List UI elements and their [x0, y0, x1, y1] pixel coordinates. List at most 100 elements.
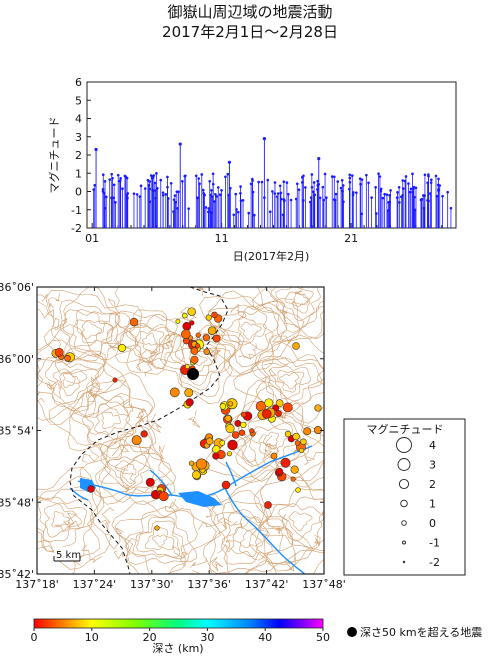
magnitude-point	[151, 176, 154, 180]
magnitude-point	[209, 193, 212, 197]
y-tick-label: 0	[75, 186, 82, 199]
magnitude-point	[210, 188, 213, 192]
contour-line	[291, 291, 310, 307]
contour-line	[103, 311, 117, 335]
contour-line	[37, 293, 49, 314]
magnitude-point	[216, 186, 220, 189]
magnitude-point	[194, 174, 198, 178]
colorbar-tick-label: 50	[316, 631, 330, 644]
earthquake-marker	[203, 348, 210, 355]
magnitude-point	[388, 200, 391, 204]
magnitude-point	[207, 207, 210, 210]
magnitude-point	[257, 180, 260, 184]
magnitude-point	[340, 178, 344, 182]
earthquake-marker	[118, 344, 126, 352]
earthquake-markers	[51, 307, 323, 531]
magnitude-point	[110, 196, 113, 200]
contour-line	[262, 444, 280, 465]
magnitude-point	[332, 198, 336, 201]
earthquake-marker	[314, 404, 322, 412]
earthquake-marker	[292, 342, 300, 350]
contour-line	[148, 324, 245, 405]
contour-line	[52, 317, 68, 331]
y-tick-label: 1	[75, 167, 82, 180]
contour-line	[45, 290, 143, 375]
contour-line	[233, 334, 324, 424]
contour-line	[262, 368, 283, 383]
contour-line	[284, 289, 314, 314]
magnitude-point	[378, 175, 382, 178]
contour-line	[59, 371, 76, 399]
magnitude-stems	[92, 136, 453, 228]
magnitude-point	[395, 196, 399, 199]
epicenter-map: 36˚06' 36˚00' 35˚54' 35˚48' 35˚42'137˚18' 137…	[0, 281, 346, 591]
contour-line	[104, 527, 124, 550]
magnitude-point	[377, 172, 380, 176]
plot-frame	[86, 81, 457, 229]
y-axis-ticks: 6 5 4 3 2 1 0 -1 -2	[71, 76, 91, 235]
magnitude-point	[350, 174, 354, 177]
magnitude-point	[348, 173, 352, 177]
magnitude-point	[316, 179, 319, 183]
contour-line	[43, 287, 139, 363]
deep-quake-note: 深さ50 kmを超える地震	[360, 625, 482, 639]
contour-line	[62, 560, 81, 574]
contour-line	[187, 410, 201, 428]
contour-line	[266, 287, 324, 333]
contour-line	[283, 553, 297, 572]
earthquake-marker	[219, 440, 226, 446]
earthquake-marker	[190, 355, 199, 364]
legend-label: -1	[429, 537, 440, 550]
legend-label: -2	[429, 556, 440, 569]
magnitude-point	[249, 182, 253, 186]
magnitude-point	[294, 197, 298, 201]
earthquake-marker	[207, 326, 217, 335]
earthquake-marker	[54, 347, 64, 357]
magnitude-point	[358, 177, 362, 180]
magnitude-point	[214, 192, 217, 196]
magnitude-point	[423, 173, 427, 177]
earthquake-marker	[275, 410, 282, 417]
earthquake-marker	[169, 387, 180, 398]
magnitude-point	[177, 190, 180, 194]
contour-line	[111, 438, 130, 457]
magnitude-point	[138, 195, 142, 198]
earthquake-marker	[195, 458, 207, 470]
contour-line	[37, 324, 130, 421]
y-tick-label: -1	[71, 204, 82, 217]
contour-line	[81, 395, 135, 440]
contour-line	[147, 445, 165, 460]
magnitude-point	[321, 185, 325, 189]
earthquake-marker	[275, 467, 284, 476]
colorbar-strip	[33, 618, 324, 629]
magnitude-point	[118, 179, 122, 182]
magnitude-point	[310, 173, 314, 176]
lat-label: 35˚42'	[0, 568, 34, 581]
contour-line	[114, 314, 178, 369]
contour-line	[114, 460, 145, 484]
contour-line	[136, 408, 147, 423]
contour-line	[259, 476, 324, 564]
contour-line	[37, 357, 105, 412]
contour-line	[101, 411, 121, 430]
magnitude-point	[407, 182, 410, 185]
magnitude-point	[397, 186, 401, 189]
earthquake-marker	[261, 409, 272, 419]
contour-line	[175, 337, 231, 386]
magnitude-point	[279, 197, 283, 201]
magnitude-point	[413, 195, 416, 199]
magnitude-point	[241, 198, 245, 202]
magnitude-point	[147, 183, 150, 187]
magnitude-point	[156, 187, 159, 190]
magnitude-point	[208, 210, 212, 213]
lon-label: 137˚36'	[187, 578, 231, 591]
legend-label: 4	[429, 439, 436, 452]
contour-line	[221, 516, 273, 561]
contour-line	[225, 514, 244, 530]
magnitude-point	[289, 198, 293, 202]
magnitude-point	[304, 186, 307, 189]
contour-line	[62, 513, 79, 530]
contour-line	[106, 454, 151, 490]
magnitude-point	[178, 142, 182, 146]
magnitude-point	[104, 195, 108, 199]
